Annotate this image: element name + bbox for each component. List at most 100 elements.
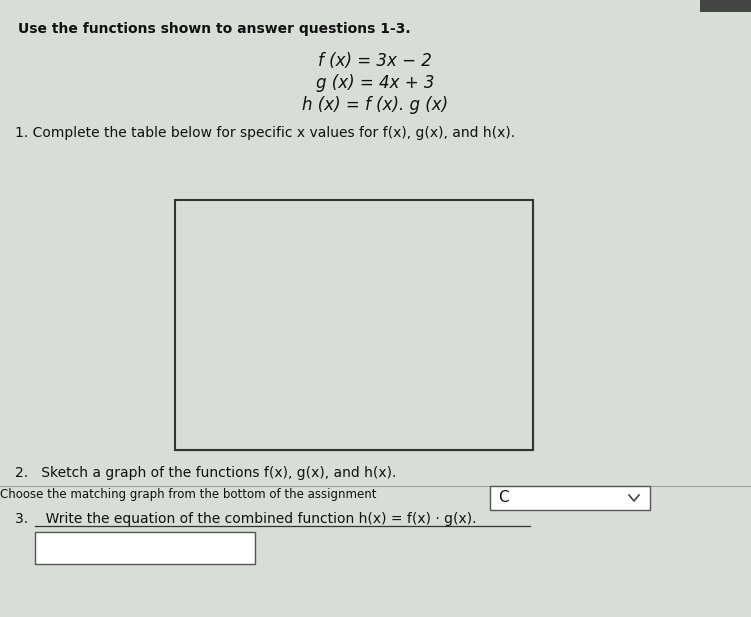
Bar [243,366,343,394]
Bar [346,341,435,363]
Bar [175,394,243,422]
Bar [246,425,340,447]
Text: -11: -11 [249,233,271,247]
Bar [175,226,243,254]
Bar [246,285,340,307]
Bar [175,200,533,450]
Text: 1. Complete the table below for specific x values for f(x), g(x), and h(x).: 1. Complete the table below for specific… [15,126,515,140]
Text: h (x) = f (x). g (x): h (x) = f (x). g (x) [302,96,448,114]
Bar [343,310,438,338]
Text: 10: 10 [249,429,266,442]
Bar [343,366,438,394]
Bar [438,394,533,422]
Bar [243,422,343,450]
Bar [343,226,438,254]
Text: -8: -8 [249,262,262,275]
Text: 3: 3 [204,401,213,415]
Bar [175,310,243,338]
Bar [438,394,533,422]
Text: -5: -5 [249,289,262,302]
Bar [441,229,530,251]
Bar [343,394,438,422]
Bar [243,366,343,394]
Bar [35,532,255,564]
Bar [441,397,530,419]
Bar [343,394,438,422]
Bar [343,310,438,338]
Bar [346,257,435,279]
Text: 7: 7 [249,402,258,415]
Bar [175,394,243,422]
Bar [175,254,243,282]
Bar [438,254,533,282]
Bar [438,226,533,254]
Bar [246,229,340,251]
Bar [438,282,533,310]
Bar [175,310,243,338]
Bar [243,394,343,422]
Text: 40: 40 [444,262,461,275]
Bar [438,338,533,366]
Bar [243,282,343,310]
Bar [343,338,438,366]
Bar [438,366,533,394]
Bar [175,282,243,310]
Text: x: x [205,207,213,220]
Bar [175,338,243,366]
Bar [175,226,243,254]
Text: 7: 7 [349,346,357,358]
Bar [438,310,533,338]
Bar [175,422,243,450]
Bar [343,226,438,254]
Text: -9: -9 [349,233,362,247]
Bar [700,0,751,12]
Bar [243,338,343,366]
Bar [346,229,435,251]
Bar [175,366,243,394]
Bar [438,310,533,338]
Bar [343,200,438,226]
Bar [438,422,533,450]
Bar [175,254,243,282]
Bar [175,422,243,450]
Bar [243,200,343,226]
Bar [438,282,533,310]
Text: 4: 4 [204,429,213,443]
Text: 3.    Write the equation of the combined function h(x) = f(x) · g(x).: 3. Write the equation of the combined fu… [15,512,476,526]
Bar [175,366,243,394]
Bar [346,397,435,419]
Bar [246,341,340,363]
Bar [246,257,340,279]
Text: f (x) = 3x − 2: f (x) = 3x − 2 [318,52,432,70]
Text: 3: 3 [349,318,357,331]
Text: C: C [498,491,508,505]
Text: 99: 99 [444,233,461,247]
Bar [343,422,438,450]
Bar [246,397,340,419]
Bar [243,282,343,310]
Bar [243,310,343,338]
Bar [438,366,533,394]
Bar [243,282,343,310]
Text: Choose the matching graph from the bottom of the assignment: Choose the matching graph from the botto… [0,488,376,501]
Text: Use the functions shown to answer questions 1-3.: Use the functions shown to answer questi… [18,22,411,36]
Bar [243,338,343,366]
Text: 19: 19 [349,429,366,442]
Bar [438,310,533,338]
Text: g (x) = 4x + 3: g (x) = 4x + 3 [315,74,434,92]
Text: -5: -5 [349,262,362,275]
Bar [243,422,343,450]
Text: 105: 105 [444,402,469,415]
Bar [343,310,438,338]
Bar [343,422,438,450]
Bar [243,254,343,282]
Bar [175,282,243,310]
Bar [346,313,435,335]
Bar [243,394,343,422]
Text: 0: 0 [204,317,213,331]
Bar [175,200,243,226]
Bar [343,422,438,450]
Bar [243,310,343,338]
Bar [346,285,435,307]
Bar [441,285,530,307]
